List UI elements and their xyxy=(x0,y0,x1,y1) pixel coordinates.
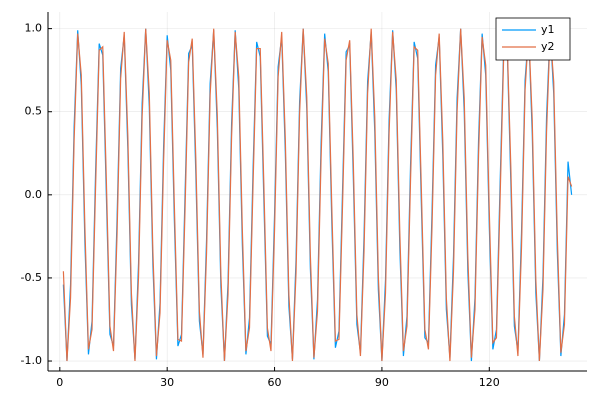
legend-label: y2 xyxy=(541,40,555,53)
x-tick-label: 120 xyxy=(479,376,500,389)
y-tick-label: -1.0 xyxy=(21,354,42,367)
x-tick-label: 60 xyxy=(268,376,282,389)
line-series xyxy=(62,28,573,362)
x-tick-label: 0 xyxy=(56,376,63,389)
y-tick-label: 0.5 xyxy=(25,105,43,118)
y-tick-label: -0.5 xyxy=(21,271,42,284)
legend-label: y1 xyxy=(541,23,555,36)
legend-box xyxy=(495,17,571,61)
y-tick-label: 1.0 xyxy=(25,22,43,35)
y-tick-label: 0.0 xyxy=(25,188,43,201)
x-tick-label: 90 xyxy=(375,376,389,389)
x-tick-label: 30 xyxy=(160,376,174,389)
